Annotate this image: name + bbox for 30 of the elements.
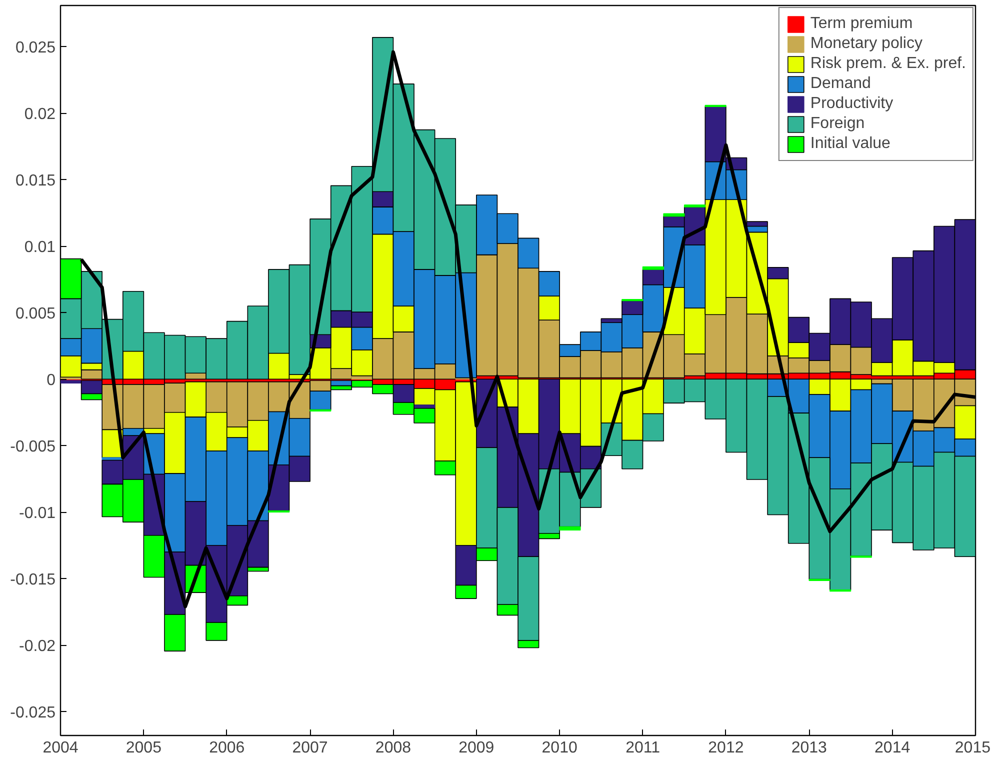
legend-label: Demand [810, 74, 871, 94]
y-tick-label: 0 [46, 372, 56, 390]
x-tick-label: 2013 [791, 740, 828, 756]
y-tick-label: 0.025 [15, 40, 56, 57]
y-tick-label: -0.01 [19, 505, 56, 522]
x-tick-label: 2014 [874, 740, 910, 756]
y-tick-label: -0.005 [10, 438, 56, 456]
y-tick-label: 0.01 [24, 239, 56, 256]
legend-label: Productivity [810, 94, 894, 114]
y-tick-label: -0.015 [10, 572, 56, 589]
y-tick-label: -0.025 [10, 704, 56, 722]
x-tick-label: 2004 [42, 740, 78, 756]
legend-label: Monetary policy [810, 34, 922, 54]
x-tick-label: 2012 [708, 740, 744, 756]
x-tick-label: 2010 [542, 740, 578, 756]
x-tick-label: 2007 [292, 740, 328, 756]
y-tick-label: 0.02 [24, 106, 56, 124]
y-tick-label: -0.02 [19, 638, 56, 656]
y-tick-label: 0.005 [15, 306, 56, 323]
x-tick-label: 2015 [954, 740, 991, 756]
x-tick-label: 2006 [209, 740, 245, 756]
legend-label: Risk prem. & Ex. pref. [810, 54, 966, 74]
legend-label: Term premium [810, 14, 913, 34]
legend-label: Foreign [810, 114, 865, 134]
x-tick-label: 2008 [375, 740, 412, 756]
legend-label: Initial value [810, 134, 890, 154]
y-tick-label: 0.015 [15, 172, 56, 190]
x-tick-label: 2009 [458, 740, 494, 756]
x-tick-label: 2005 [126, 740, 162, 756]
x-tick-label: 2011 [626, 740, 660, 756]
